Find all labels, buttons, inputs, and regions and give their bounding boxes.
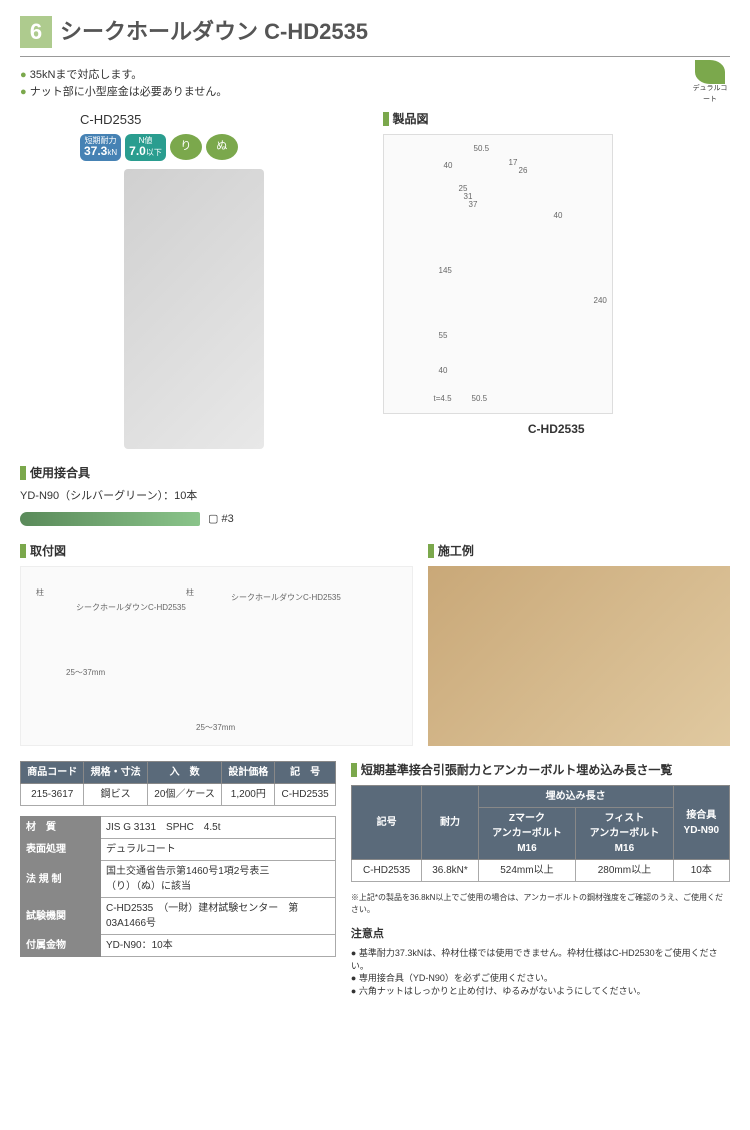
dim: 50.5	[472, 393, 488, 405]
dim: 26	[519, 165, 528, 177]
tip-label: #3	[221, 513, 233, 525]
th: 試験機関	[21, 898, 101, 935]
th: 入 数	[147, 762, 221, 784]
th: 記号	[351, 786, 421, 860]
td: 36.8kN*	[422, 860, 478, 882]
td: C-HD2535	[275, 784, 336, 806]
th: フィスト アンカーボルト M16	[576, 808, 673, 860]
badge-value: 37.3	[84, 144, 107, 158]
page-title: シークホールダウン C-HD2535	[60, 15, 368, 48]
td: 鋼ビス	[84, 784, 147, 806]
dim: 25～37mm	[196, 722, 235, 734]
screw-image	[20, 512, 200, 526]
th: 設計価格	[222, 762, 275, 784]
feature-bullets: 35kNまで対応します。 ナット部に小型座金は必要ありません。	[20, 67, 730, 100]
product-photo	[124, 169, 264, 449]
dim: 240	[594, 295, 607, 307]
td: 10本	[673, 860, 729, 882]
dim: t=4.5	[434, 393, 452, 405]
badge-nvalue: N値 7.0以下	[125, 134, 166, 162]
install-header: 施工例	[438, 542, 474, 560]
badge-unit: kN	[107, 148, 117, 157]
caution-item: 専用接合具（YD-N90）を必ずご使用ください。	[351, 972, 730, 985]
dim: 37	[469, 199, 478, 211]
spec-table: 材 質JIS G 3131 SPHC 4.5t 表面処理デュラルコート 法 規 …	[20, 816, 336, 957]
callout: シークホールダウンC-HD2535	[76, 602, 186, 614]
installation-photo	[428, 566, 730, 746]
caution-item: 六角ナットはしっかりと止め付け、ゆるみがないようにしてください。	[351, 985, 730, 998]
bullet-item: 35kNまで対応します。	[20, 67, 730, 84]
mounting-diagram: 柱 柱 シークホールダウンC-HD2535 シークホールダウンC-HD2535 …	[20, 566, 413, 746]
anchor-table: 記号 耐力 埋め込み長さ 接合具 YD-N90 Zマーク アンカーボルト M16…	[351, 785, 730, 882]
section-mark-icon	[351, 763, 357, 777]
th: 表面処理	[21, 839, 101, 861]
page-number: 6	[20, 16, 52, 48]
th: 埋め込み長さ	[478, 786, 673, 808]
eco-badge: デュラルコート	[690, 60, 730, 100]
caution-header: 注意点	[351, 926, 730, 943]
eco-label: デュラルコート	[690, 84, 730, 105]
dim: 50.5	[474, 143, 490, 155]
td: C-HD2535 （一財）建材試験センター 第03A1466号	[101, 898, 336, 935]
post-label: 柱	[186, 587, 194, 599]
badge-value: 7.0	[129, 144, 146, 158]
divider	[20, 56, 730, 57]
badge-ri: り	[170, 134, 202, 160]
th: 商品コード	[21, 762, 84, 784]
anchor-header: 短期基準接合引張耐力とアンカーボルト埋め込み長さ一覧	[361, 761, 673, 779]
product-table: 商品コード 規格・寸法 入 数 設計価格 記 号 215-3617 鋼ビス 20…	[20, 761, 336, 806]
section-mark-icon	[428, 544, 434, 558]
th: 付属金物	[21, 935, 101, 957]
caution-item: 基準耐力37.3kNは、枠材仕様では使用できません。枠材仕様はC-HD2530を…	[351, 947, 730, 972]
th: 耐力	[422, 786, 478, 860]
callout: シークホールダウンC-HD2535	[231, 592, 341, 604]
th: Zマーク アンカーボルト M16	[478, 808, 575, 860]
screw-tip: ▢ #3	[208, 511, 234, 528]
th: 法 規 制	[21, 861, 101, 898]
bullet-item: ナット部に小型座金は必要ありません。	[20, 84, 730, 101]
td: C-HD2535	[351, 860, 421, 882]
badge-unit: 以下	[146, 148, 162, 157]
section-mark-icon	[383, 112, 389, 126]
td: 524mm以上	[478, 860, 575, 882]
dim: 55	[439, 330, 448, 342]
td: デュラルコート	[101, 839, 336, 861]
badge-nu: ぬ	[206, 134, 238, 160]
dim: 40	[444, 160, 453, 172]
td: YD-N90：10本	[101, 935, 336, 957]
anchor-note: ※上記*の製品を36.8kN以上でご使用の場合は、アンカーボルトの鋼材強度をご確…	[351, 892, 730, 916]
td: 1,200円	[222, 784, 275, 806]
td: 国土交通省告示第1460号1項2号表三 （り）（ぬ）に該当	[101, 861, 336, 898]
dim: 145	[439, 265, 452, 277]
td: 20個／ケース	[147, 784, 221, 806]
th: 記 号	[275, 762, 336, 784]
dim: 25～37mm	[66, 667, 105, 679]
model-label: C-HD2535	[80, 110, 368, 130]
fastener-header: 使用接合具	[30, 464, 90, 482]
fastener-text: YD-N90（シルバーグリーン）：10本	[20, 488, 730, 505]
badges: 短期耐力 37.3kN N値 7.0以下 り ぬ	[80, 134, 368, 162]
td: 215-3617	[21, 784, 84, 806]
drawing-model-label: C-HD2535	[383, 420, 731, 438]
dim: 17	[509, 157, 518, 169]
drawing-header: 製品図	[393, 110, 429, 128]
dim: 40	[439, 365, 448, 377]
th: 材 質	[21, 817, 101, 839]
td: 280mm以上	[576, 860, 673, 882]
dim: 40	[554, 210, 563, 222]
th: 接合具 YD-N90	[673, 786, 729, 860]
post-label: 柱	[36, 587, 44, 599]
td: JIS G 3131 SPHC 4.5t	[101, 817, 336, 839]
section-mark-icon	[20, 544, 26, 558]
mount-header: 取付図	[30, 542, 66, 560]
th: 規格・寸法	[84, 762, 147, 784]
leaf-icon	[695, 60, 725, 84]
technical-drawing: 50.5 40 17 26 25 31 37 40 145 55 40 240 …	[383, 134, 613, 414]
section-mark-icon	[20, 466, 26, 480]
badge-strength: 短期耐力 37.3kN	[80, 134, 121, 162]
